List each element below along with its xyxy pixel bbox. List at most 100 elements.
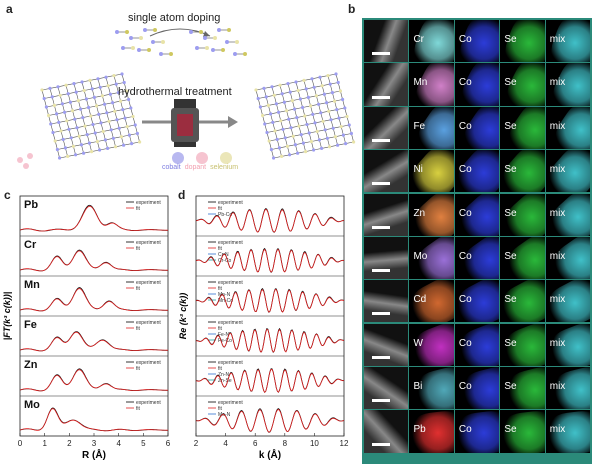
eds-map-mix: mix [545,323,590,366]
eds-map-label: Se [504,294,517,306]
eds-map-co: Co [454,280,500,323]
eds-map-mix: mix [545,367,590,410]
eds-map-label: Se [504,424,517,436]
eds-row-mn: Mn Co Se mix [364,63,590,106]
row-label: Cr [24,239,37,251]
eds-map-label: Se [504,381,517,392]
panel-b-label: b [348,2,356,16]
eds-map-label: Mn [413,77,428,89]
legend-fit: fit [136,246,141,252]
fit-curve [19,331,168,352]
eds-map-co: Co [454,323,500,366]
lattice-right [254,72,356,160]
eds-map-mo: Mo [409,236,454,280]
eds-map-co: Co [454,193,500,236]
x-tick-label: 10 [310,439,319,448]
eds-map-co: Co [454,63,500,106]
legend-path: Pb-Co [218,212,232,218]
eds-map-mix: mix [545,280,590,323]
legend-experiment: experiment [218,200,243,206]
eds-map-pb: Pb [409,410,454,453]
eds-map-se: Se [500,20,545,63]
experiment-curve [19,204,168,232]
sem-image [364,410,409,453]
eds-map-label: Co [458,294,472,306]
eds-map-se: Se [500,323,545,366]
sem-image [364,236,409,280]
scale-bar [372,355,390,359]
experiment-curve [19,331,168,352]
sem-image [364,106,409,149]
panel-a-top-text: single atom doping [128,12,221,24]
legend-experiment: experiment [136,240,161,246]
eds-map-mn: Mn [409,63,454,106]
eds-map-label: Cd [413,294,427,306]
scale-bar [372,225,390,229]
fit-curve [19,250,168,272]
eds-map-se: Se [500,410,545,453]
eds-map-ni: Ni [409,150,454,193]
eds-map-label: Co [458,164,472,176]
x-tick-label: 8 [283,439,288,448]
eds-map-label: Co [458,381,472,392]
legend-experiment: experiment [218,240,243,246]
legend-cobalt: cobalt [162,164,181,171]
legend-experiment: experiment [136,200,161,206]
row-label: Zn [24,359,38,371]
fit-curve [19,408,168,432]
legend-fit: fit [218,366,223,372]
legend-path: Cr-Co [218,258,232,264]
y-axis-label: |FT(k³ c(k))| [2,292,12,341]
eds-map-label: Cr [413,34,424,45]
x-tick-label: 1 [42,439,47,448]
eds-map-cd: Cd [409,280,454,323]
sem-image [364,280,409,323]
legend-experiment: experiment [218,400,243,406]
legend-fit: fit [218,326,223,332]
eds-map-label: Co [458,250,472,262]
legend-fit: fit [136,326,141,332]
fit-curve [195,409,345,433]
eds-map-label: Pb [413,424,426,436]
eds-row-fe: Fe Co Se mix [364,106,590,149]
x-tick-label: 2 [194,439,199,448]
eds-map-label: W [413,337,423,349]
fit-curve [195,248,345,273]
panel-a-illustration [17,28,356,169]
eds-map-label: Bi [413,381,423,392]
eds-map-label: Co [458,34,472,45]
sem-image [364,150,409,193]
eds-map-label: Ni [413,164,423,176]
autoclave-icon [171,99,199,147]
legend-experiment: experiment [136,320,161,326]
row-label: Mn [24,279,40,291]
legend-experiment: experiment [218,280,243,286]
x-axis-label: R (Å) [82,448,106,461]
legend-fit: fit [218,206,223,212]
legend-path: Fe-Co [218,338,232,344]
eds-map-label: Se [504,34,517,45]
legend-fit: fit [136,286,141,292]
x-tick-label: 0 [18,439,23,448]
eds-map-label: Co [458,337,472,349]
fit-curve [19,369,168,392]
fit-curve [19,205,168,232]
x-tick-label: 4 [116,439,121,448]
eds-map-se: Se [500,193,545,236]
fit-curve [195,208,345,233]
legend-fit: fit [218,246,223,252]
k-space-exafs-chart: experimentfitPb-CoexperimentfitCr-NCr-Co… [178,195,349,461]
eds-map-label: Se [504,77,517,89]
sem-image [364,20,409,63]
row-label: Fe [24,319,37,331]
eds-row-mo: Mo Co Se mix [364,236,590,280]
eds-map-label: mix [549,34,566,45]
eds-row-ni: Ni Co Se mix [364,150,590,193]
eds-map-label: Co [458,207,472,219]
eds-map-mix: mix [545,150,590,193]
eds-map-label: mix [549,381,566,392]
row-label: Pb [24,199,38,211]
eds-map-co: Co [454,20,500,63]
eds-map-label: Se [504,164,517,176]
